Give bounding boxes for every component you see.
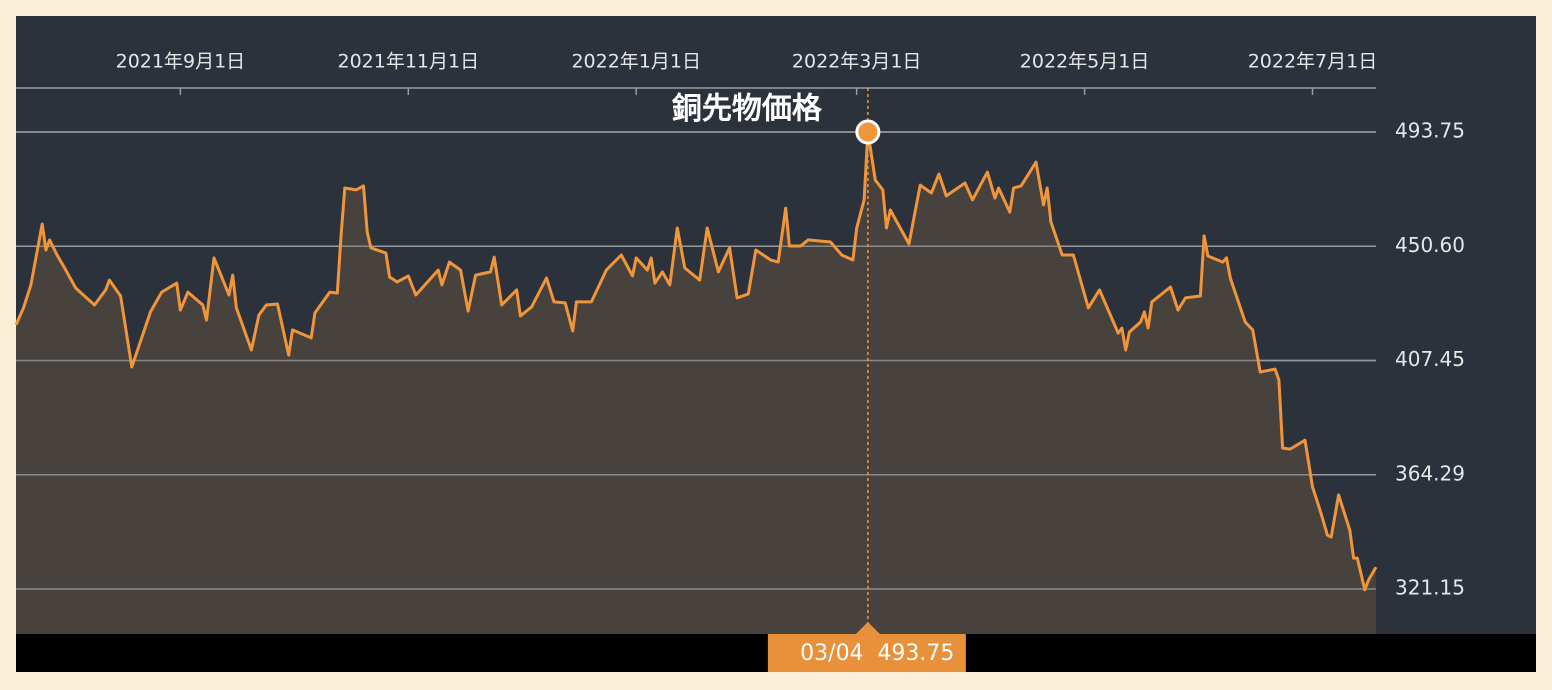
tooltip-date: 03/04 [800, 641, 863, 666]
line [14, 130, 1378, 592]
y-tick-label: 493.75 [1395, 119, 1465, 143]
x-tick-label: 2022年1月1日 [571, 51, 701, 73]
tooltip-pointer [855, 622, 880, 634]
tooltip-box [767, 634, 966, 672]
x-tick-label: 2022年7月1日 [1248, 51, 1378, 73]
y-tick-label: 364.29 [1395, 461, 1465, 485]
tooltip-value: 493.75 [877, 641, 954, 666]
y-tick-label: 450.60 [1395, 233, 1465, 257]
area [16, 132, 1376, 634]
hover-marker [855, 119, 881, 145]
x-tick-label: 2022年3月1日 [792, 51, 922, 73]
y-tick-label: 321.15 [1395, 575, 1465, 599]
x-tick-label: 2021年9月1日 [116, 51, 246, 73]
x-tick-label: 2021年11月1日 [337, 51, 479, 73]
x-tick-label: 2022年5月1日 [1020, 51, 1150, 73]
series-label: 銅先物価格 [672, 92, 823, 127]
y-tick-label: 407.45 [1395, 347, 1465, 371]
plot-area: 321.15 364.29 407.45 450.60 493.75 2021年9月1日 2… [14, 51, 1465, 672]
